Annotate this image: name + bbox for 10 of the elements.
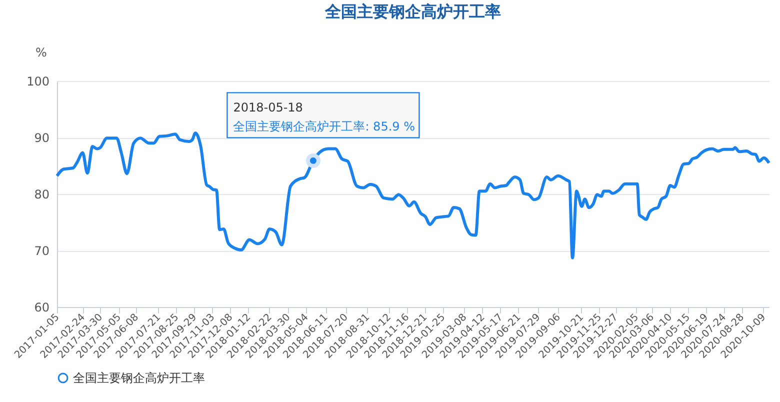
chart-title: 全国主要钢企高炉开工率 — [324, 2, 501, 21]
annotation: 2018-05-18 全国主要钢企高炉开工率: 85.9 % — [233, 100, 415, 134]
y-tick-label: 100 — [26, 74, 50, 88]
legend-label: 全国主要钢企高炉开工率 — [73, 371, 205, 385]
y-tick-label: 60 — [34, 300, 50, 314]
y-tick-label: 80 — [34, 188, 50, 202]
y-tick-label: 90 — [34, 131, 50, 145]
line-series — [56, 131, 770, 260]
y-tick-label: 70 — [34, 244, 50, 258]
y-axis-title: % — [36, 46, 47, 60]
